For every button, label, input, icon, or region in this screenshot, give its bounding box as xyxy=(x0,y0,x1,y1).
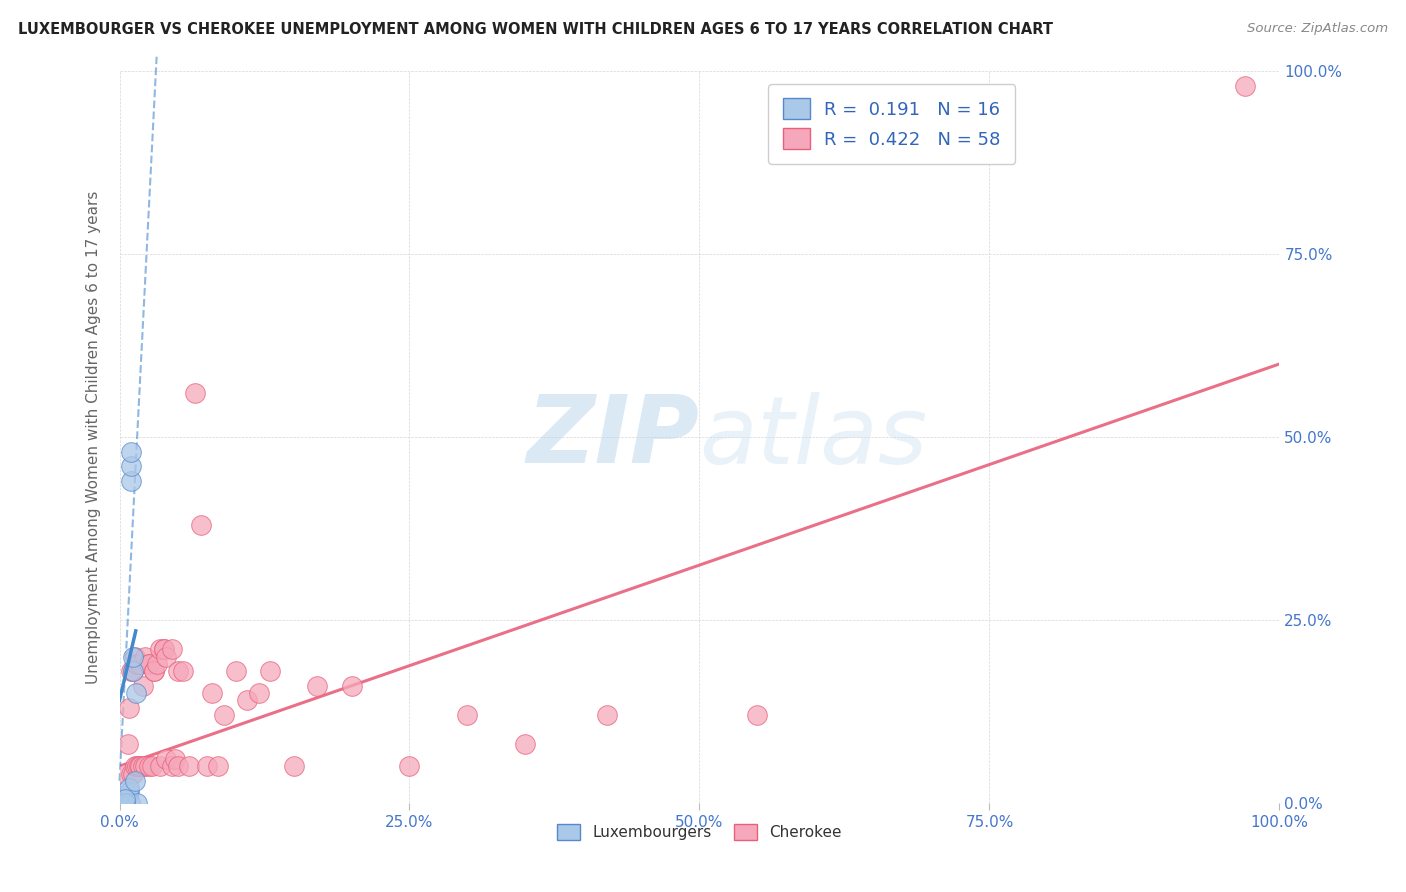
Point xyxy=(166,759,188,773)
Point xyxy=(155,752,177,766)
Point xyxy=(236,693,259,707)
Point xyxy=(134,649,156,664)
Point xyxy=(149,642,172,657)
Point xyxy=(114,792,136,806)
Point xyxy=(129,657,152,671)
Point xyxy=(143,664,166,678)
Point xyxy=(138,657,160,671)
Point xyxy=(118,781,141,796)
Point xyxy=(120,474,142,488)
Point xyxy=(114,792,136,806)
Point xyxy=(207,759,229,773)
Point xyxy=(747,708,769,723)
Point xyxy=(145,657,167,671)
Point xyxy=(120,444,142,458)
Point xyxy=(172,664,194,678)
Point xyxy=(340,679,363,693)
Point xyxy=(132,759,155,773)
Point xyxy=(166,664,188,678)
Point xyxy=(117,737,139,751)
Point xyxy=(122,766,145,780)
Point xyxy=(225,664,247,678)
Point xyxy=(160,642,183,657)
Point xyxy=(125,657,148,671)
Point xyxy=(515,737,537,751)
Point xyxy=(132,679,155,693)
Point xyxy=(120,664,142,678)
Point xyxy=(596,708,619,723)
Point xyxy=(125,686,148,700)
Point xyxy=(118,700,141,714)
Text: atlas: atlas xyxy=(700,392,928,483)
Point xyxy=(124,773,146,788)
Y-axis label: Unemployment Among Women with Children Ages 6 to 17 years: Unemployment Among Women with Children A… xyxy=(86,190,101,684)
Point xyxy=(114,796,136,810)
Point xyxy=(122,649,145,664)
Text: ZIP: ZIP xyxy=(527,391,700,483)
Point xyxy=(128,759,150,773)
Point xyxy=(134,759,156,773)
Point xyxy=(124,759,146,773)
Point xyxy=(456,708,478,723)
Point xyxy=(122,664,145,678)
Point xyxy=(114,796,136,810)
Text: LUXEMBOURGER VS CHEROKEE UNEMPLOYMENT AMONG WOMEN WITH CHILDREN AGES 6 TO 17 YEA: LUXEMBOURGER VS CHEROKEE UNEMPLOYMENT AM… xyxy=(18,22,1053,37)
Point xyxy=(305,679,328,693)
Point xyxy=(143,664,166,678)
Point xyxy=(160,759,183,773)
Point xyxy=(259,664,281,678)
Text: Source: ZipAtlas.com: Source: ZipAtlas.com xyxy=(1247,22,1388,36)
Point xyxy=(129,759,152,773)
Point xyxy=(118,796,141,810)
Point xyxy=(125,759,148,773)
Point xyxy=(201,686,224,700)
Point xyxy=(177,759,201,773)
Point xyxy=(152,642,174,657)
Point xyxy=(184,386,207,401)
Point xyxy=(120,766,142,780)
Point xyxy=(190,517,212,532)
Point xyxy=(398,759,420,773)
Point xyxy=(152,642,174,657)
Point xyxy=(195,759,218,773)
Point xyxy=(120,459,142,474)
Point xyxy=(1233,78,1256,93)
Point xyxy=(118,785,141,799)
Legend: Luxembourgers, Cherokee: Luxembourgers, Cherokee xyxy=(551,817,848,847)
Point xyxy=(155,649,177,664)
Point xyxy=(165,752,187,766)
Point xyxy=(247,686,270,700)
Point xyxy=(124,649,146,664)
Point xyxy=(138,657,160,671)
Point xyxy=(125,796,148,810)
Point xyxy=(212,708,235,723)
Point xyxy=(149,759,172,773)
Point xyxy=(122,664,145,678)
Point xyxy=(141,759,163,773)
Point xyxy=(114,766,136,780)
Point xyxy=(283,759,305,773)
Point xyxy=(125,657,148,671)
Point xyxy=(138,759,160,773)
Point xyxy=(117,789,139,803)
